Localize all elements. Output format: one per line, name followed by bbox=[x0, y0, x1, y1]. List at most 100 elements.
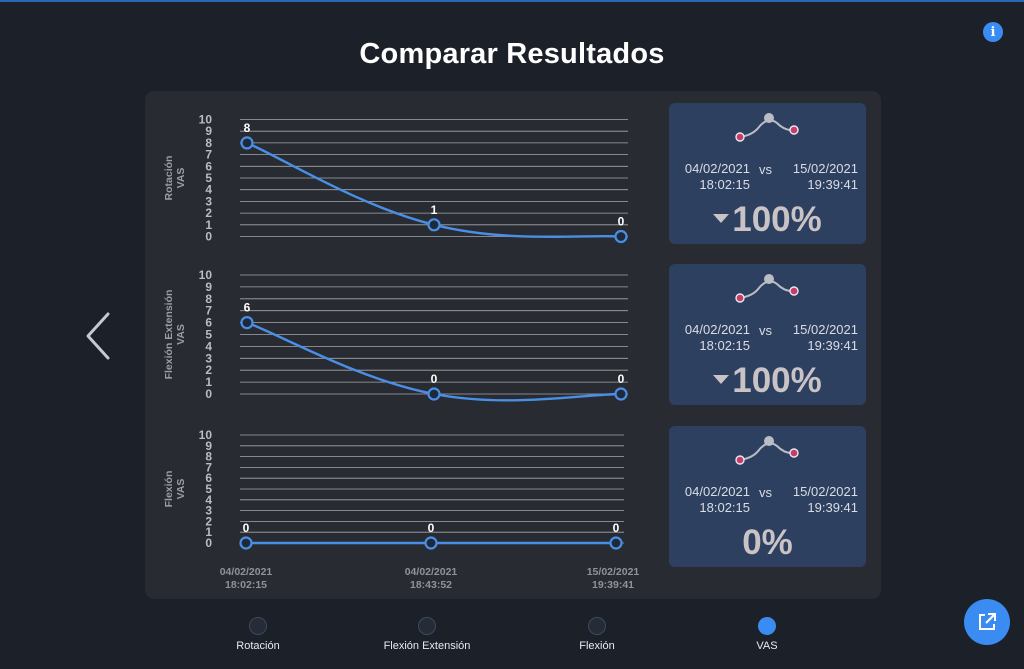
y-axis-label: Flexión ExtensiónVAS bbox=[163, 290, 187, 380]
data-label: 8 bbox=[244, 121, 251, 135]
y-tick-label: 8 bbox=[205, 292, 212, 306]
percent-change: 0% bbox=[669, 523, 866, 563]
y-tick-label: 5 bbox=[205, 171, 212, 185]
y-tick-label: 10 bbox=[199, 268, 213, 282]
y-tick-label: 7 bbox=[205, 148, 212, 162]
comparison-dates: 04/02/2021 18:02:15 vs 15/02/2021 19:39:41 bbox=[669, 484, 866, 524]
data-point bbox=[240, 136, 254, 150]
first-time: 18:02:15 bbox=[699, 500, 750, 515]
data-point bbox=[239, 536, 253, 550]
second-date: 15/02/2021 bbox=[792, 322, 858, 337]
data-label: 0 bbox=[618, 372, 625, 386]
y-tick-label: 10 bbox=[199, 428, 213, 442]
data-label: 0 bbox=[431, 372, 438, 386]
y-tick-label: 5 bbox=[205, 482, 212, 496]
nav-dot[interactable] bbox=[249, 617, 267, 635]
data-label: 0 bbox=[613, 521, 620, 535]
back-button[interactable] bbox=[80, 308, 120, 364]
comparison-dates: 04/02/2021 18:02:15 vs 15/02/2021 19:39:41 bbox=[669, 322, 866, 362]
nav-label: Rotación bbox=[236, 640, 280, 652]
data-point bbox=[427, 218, 441, 232]
percent-value: 100% bbox=[732, 200, 822, 239]
y-tick-label: 9 bbox=[205, 439, 212, 453]
y-tick-label: 9 bbox=[205, 124, 212, 138]
comparison-card: 04/02/2021 18:02:15 vs 15/02/2021 19:39:41 10… bbox=[669, 103, 866, 244]
trend-icon bbox=[735, 436, 799, 465]
x-tick-time: 18:02:15 bbox=[225, 579, 267, 591]
y-axis-label: FlexiónVAS bbox=[163, 471, 187, 508]
y-tick-label: 1 bbox=[205, 525, 212, 539]
data-point bbox=[240, 316, 254, 330]
vs-label: vs bbox=[759, 323, 772, 338]
nav-dot[interactable] bbox=[588, 617, 606, 635]
nav-tab-flexión-extensión[interactable]: Flexión Extensión bbox=[367, 617, 487, 652]
nav-tab-rotación[interactable]: Rotación bbox=[198, 617, 318, 652]
comparison-card: 04/02/2021 18:02:15 vs 15/02/2021 19:39:41 10… bbox=[669, 264, 866, 405]
first-time: 18:02:15 bbox=[699, 338, 750, 353]
down-arrow-icon bbox=[713, 375, 730, 385]
percent-change: 100% bbox=[669, 361, 866, 401]
trend-icon bbox=[735, 274, 799, 303]
nav-tab-flexión[interactable]: Flexión bbox=[537, 617, 657, 652]
y-tick-label: 2 bbox=[205, 363, 212, 377]
comparison-card: 04/02/2021 18:02:15 vs 15/02/2021 19:39:41 0% bbox=[669, 426, 866, 567]
nav-label: Flexión Extensión bbox=[383, 640, 471, 652]
page-title: Comparar Resultados bbox=[359, 38, 665, 70]
y-tick-label: 6 bbox=[205, 159, 212, 173]
y-tick-label: 4 bbox=[205, 339, 212, 353]
top-accent-line bbox=[0, 0, 1024, 2]
x-tick-time: 18:43:52 bbox=[410, 579, 452, 591]
info-icon[interactable]: i bbox=[983, 22, 1003, 42]
x-tick-time: 19:39:41 bbox=[592, 579, 634, 591]
y-tick-label: 0 bbox=[205, 536, 212, 550]
y-tick-label: 0 bbox=[205, 387, 212, 401]
y-tick-label: 4 bbox=[205, 183, 212, 197]
y-tick-label: 8 bbox=[205, 136, 212, 150]
down-arrow-icon bbox=[713, 214, 730, 224]
y-tick-label: 1 bbox=[205, 218, 212, 232]
percent-value: 0% bbox=[742, 523, 793, 562]
first-time: 18:02:15 bbox=[699, 177, 750, 192]
y-tick-label: 3 bbox=[205, 504, 212, 518]
y-tick-label: 3 bbox=[205, 351, 212, 365]
data-label: 6 bbox=[244, 301, 251, 315]
data-label: 1 bbox=[431, 203, 438, 217]
nav-dot[interactable] bbox=[418, 617, 436, 635]
y-tick-label: 9 bbox=[205, 280, 212, 294]
data-point bbox=[609, 536, 623, 550]
comparison-dates: 04/02/2021 18:02:15 vs 15/02/2021 19:39:41 bbox=[669, 161, 866, 201]
second-time: 19:39:41 bbox=[807, 500, 858, 515]
y-tick-label: 7 bbox=[205, 304, 212, 318]
y-tick-label: 2 bbox=[205, 514, 212, 528]
y-tick-label: 3 bbox=[205, 194, 212, 208]
percent-change: 100% bbox=[669, 200, 866, 240]
y-tick-label: 4 bbox=[205, 493, 212, 507]
data-label: 0 bbox=[618, 215, 625, 229]
y-tick-label: 0 bbox=[205, 230, 212, 244]
second-date: 15/02/2021 bbox=[792, 161, 858, 176]
data-label: 0 bbox=[243, 521, 250, 535]
nav-label: Flexión bbox=[579, 640, 615, 652]
percent-value: 100% bbox=[732, 361, 822, 400]
y-tick-label: 7 bbox=[205, 460, 212, 474]
data-point bbox=[614, 387, 628, 401]
nav-dot[interactable] bbox=[758, 617, 776, 635]
second-time: 19:39:41 bbox=[807, 177, 858, 192]
first-date: 04/02/2021 bbox=[684, 322, 750, 337]
export-button[interactable] bbox=[964, 599, 1010, 645]
nav-tab-vas[interactable]: VAS bbox=[707, 617, 827, 652]
y-tick-label: 6 bbox=[205, 316, 212, 330]
external-link-icon bbox=[979, 613, 996, 630]
nav-label: VAS bbox=[756, 640, 778, 652]
second-date: 15/02/2021 bbox=[792, 484, 858, 499]
data-label: 0 bbox=[428, 521, 435, 535]
chevron-left-icon bbox=[86, 312, 110, 360]
x-tick-date: 04/02/2021 bbox=[220, 566, 273, 578]
first-date: 04/02/2021 bbox=[684, 161, 750, 176]
vs-label: vs bbox=[759, 162, 772, 177]
y-tick-label: 6 bbox=[205, 471, 212, 485]
